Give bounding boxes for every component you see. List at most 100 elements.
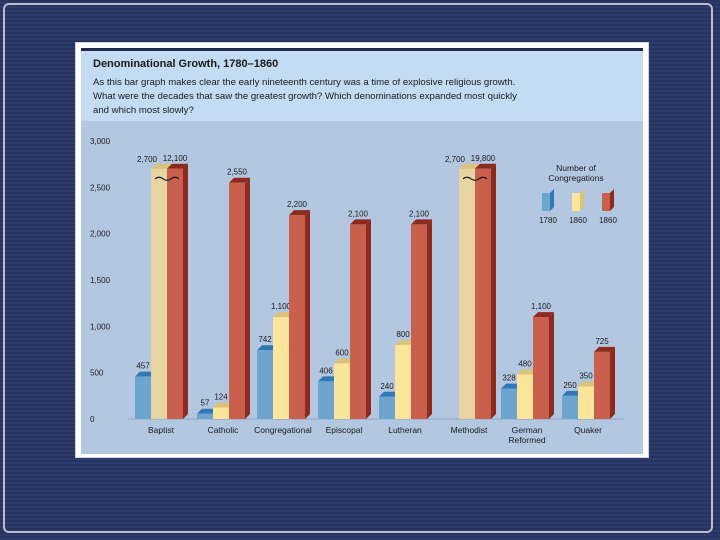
bar <box>594 351 610 419</box>
data-label: 57 <box>201 399 210 408</box>
bar <box>379 396 395 419</box>
bar-side <box>610 346 615 419</box>
y-tick-label: 500 <box>90 369 104 378</box>
bar <box>135 376 151 419</box>
bar <box>151 168 167 419</box>
axis-break-mark <box>154 176 180 181</box>
legend-title-line2: Congregations <box>548 173 603 183</box>
legend-swatch-side <box>610 189 614 211</box>
bar-side <box>245 177 250 419</box>
y-tick-label: 1,000 <box>90 322 111 331</box>
legend-label: 1860 <box>569 216 587 225</box>
x-tick-label: Baptist <box>148 425 175 435</box>
bar-top <box>533 312 554 318</box>
x-tick-label: Episcopal <box>326 425 363 435</box>
bar <box>213 407 229 419</box>
data-label: 2,100 <box>348 209 369 218</box>
bar-side <box>366 219 371 419</box>
figure-panel: Denominational Growth, 1780–1860 As this… <box>75 42 649 458</box>
header-rule <box>81 48 643 51</box>
data-label: 124 <box>214 393 228 402</box>
data-label: 480 <box>518 360 532 369</box>
bar <box>257 350 273 419</box>
legend-label: 1780 <box>539 216 557 225</box>
bar <box>229 182 245 419</box>
data-label: 2,700 <box>137 155 158 164</box>
data-label: 1,100 <box>531 302 552 311</box>
x-tick-label: Methodist <box>451 425 488 435</box>
legend-title-line1: Number of <box>556 163 596 173</box>
data-label: 2,200 <box>287 200 308 209</box>
bar-top <box>197 408 218 414</box>
bar-top <box>395 339 416 345</box>
data-label: 328 <box>502 374 516 383</box>
bar-top <box>379 391 400 397</box>
x-tick-label: Congregational <box>254 425 312 435</box>
legend-swatch <box>572 193 580 211</box>
figure-question: As this bar graph makes clear the early … <box>93 77 517 116</box>
bar-side <box>305 210 310 419</box>
legend-swatch-side <box>550 189 554 211</box>
x-tick-label: Quaker <box>574 425 602 435</box>
bar <box>517 374 533 419</box>
bar <box>411 224 427 419</box>
bar-top <box>257 345 278 351</box>
data-label: 457 <box>136 362 150 371</box>
bar <box>289 215 305 419</box>
legend-swatch-side <box>580 189 584 211</box>
legend-swatch <box>602 193 610 211</box>
bar-top <box>334 358 355 364</box>
bar-top <box>289 210 310 216</box>
data-label: 600 <box>335 348 349 357</box>
data-label: 406 <box>319 366 333 375</box>
data-label: 725 <box>595 337 609 346</box>
data-label: 1,100 <box>271 302 292 311</box>
data-label: 800 <box>396 330 410 339</box>
bar <box>475 168 491 419</box>
bar-top <box>151 163 172 169</box>
bar <box>273 317 289 419</box>
bar <box>533 317 549 419</box>
x-tick-label: German <box>512 425 543 435</box>
bar <box>167 168 183 419</box>
bar-top <box>562 390 583 396</box>
bar-top <box>135 371 156 377</box>
bar-top <box>350 219 371 225</box>
bar-side <box>491 163 496 419</box>
legend-label: 1860 <box>599 216 617 225</box>
y-tick-label: 3,000 <box>90 137 111 146</box>
bar <box>578 386 594 419</box>
data-label: 742 <box>258 335 272 344</box>
bar <box>350 224 366 419</box>
data-label: 2,550 <box>227 168 248 177</box>
data-label: 2,100 <box>409 209 430 218</box>
bar-top <box>273 312 294 318</box>
bar-side <box>183 163 188 419</box>
data-label: 2,700 <box>445 155 466 164</box>
bar-top <box>411 219 432 225</box>
bar-top <box>213 402 234 408</box>
data-label: 19,800 <box>471 154 496 163</box>
y-tick-label: 1,500 <box>90 276 111 285</box>
bar-side <box>549 312 554 419</box>
legend-swatch <box>542 193 550 211</box>
figure-title: Denominational Growth, 1780–1860 <box>93 58 279 70</box>
bar-top <box>517 369 538 375</box>
bar <box>197 413 213 419</box>
bar-top <box>475 163 496 169</box>
bar-top <box>594 346 615 352</box>
bar-chart: 3,000 2,500 2,000 1,500 1,000 500 0 457 2,700 12,… <box>90 137 624 445</box>
bar-top <box>229 177 250 183</box>
y-tick-label: 0 <box>90 415 95 424</box>
bar <box>334 363 350 419</box>
bar-side <box>427 219 432 419</box>
x-tick-label: Reformed <box>508 435 546 445</box>
bar-top <box>501 383 522 389</box>
bar-top <box>459 163 480 169</box>
bar-top <box>167 163 188 169</box>
y-tick-label: 2,500 <box>90 183 111 192</box>
bar-top <box>318 376 339 382</box>
data-label: 240 <box>380 382 394 391</box>
y-tick-label: 2,000 <box>90 230 111 239</box>
bar <box>459 168 475 419</box>
